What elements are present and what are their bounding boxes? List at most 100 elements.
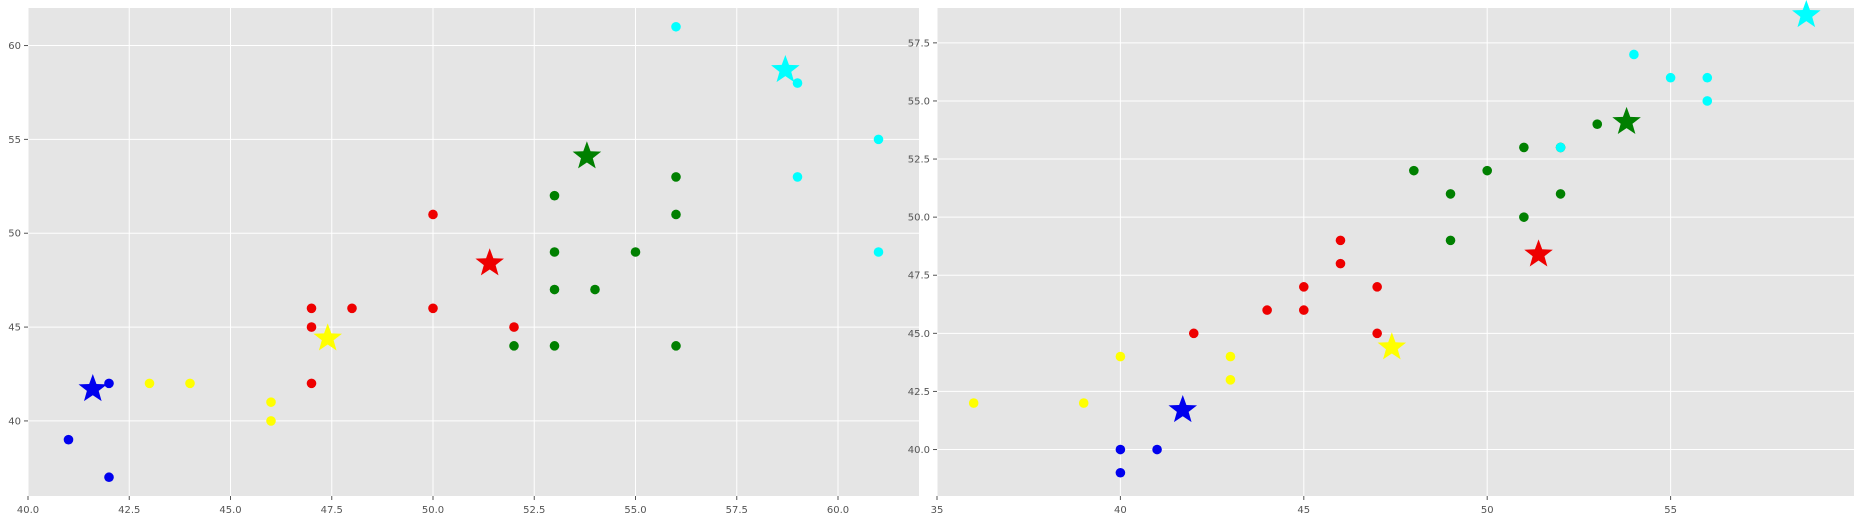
plot-area [28, 8, 919, 496]
x-tick-label: 60.0 [827, 505, 849, 516]
x-tick-label: 50 [1481, 505, 1494, 516]
y-tick-label: 55 [8, 135, 21, 146]
data-point [509, 322, 519, 332]
y-tick-label: 50.0 [908, 213, 930, 224]
data-point [1519, 142, 1529, 153]
y-tick-label: 60 [8, 41, 21, 52]
centroid-star-marker [1377, 332, 1407, 360]
data-point [1225, 375, 1236, 385]
data-point [1262, 305, 1272, 315]
y-tick-label: 40.0 [908, 445, 930, 456]
centroid-star-marker [572, 141, 602, 169]
centroid-star-marker [313, 323, 342, 351]
data-point [549, 284, 560, 295]
x-tick-label: 45 [1297, 505, 1310, 516]
data-point [549, 190, 560, 201]
x-tick-label: 52.5 [523, 505, 545, 516]
data-point [1335, 258, 1346, 269]
data-point [873, 134, 884, 145]
data-point [306, 322, 317, 332]
data-point [1702, 96, 1713, 106]
data-point [671, 21, 681, 32]
data-point [1115, 351, 1126, 362]
data-point [968, 398, 979, 408]
y-tick-label: 47.5 [908, 271, 930, 282]
data-point [104, 378, 114, 389]
centroid-star-marker [1524, 239, 1553, 267]
x-tick-label: 40 [1114, 505, 1127, 516]
y-tick-label: 55.0 [908, 96, 930, 107]
data-point [104, 472, 114, 483]
centroid-star-marker [78, 374, 108, 402]
y-tick-label: 45.0 [908, 329, 930, 340]
centroid-star-marker [1168, 395, 1198, 423]
data-point [1702, 72, 1713, 83]
data-point [306, 303, 317, 314]
data-point [266, 416, 276, 426]
data-point [1335, 235, 1346, 246]
data-point [1225, 351, 1236, 362]
x-tick-label: 35 [931, 505, 944, 516]
data-point [509, 341, 519, 351]
data-point [1188, 328, 1199, 339]
y-tick-label: 40 [8, 416, 21, 427]
data-point [1555, 142, 1566, 153]
x-tick-label: 45.0 [219, 505, 241, 516]
data-point [671, 172, 681, 182]
x-tick-label: 50.0 [422, 505, 444, 516]
y-tick-label: 52.5 [908, 155, 930, 166]
data-point [1372, 328, 1382, 339]
data-point [185, 378, 195, 389]
data-point [549, 341, 560, 351]
centroid-star-marker [771, 54, 800, 83]
data-point [1519, 212, 1529, 222]
data-point [1409, 165, 1419, 176]
data-point [1445, 189, 1456, 199]
x-tick-label: 47.5 [321, 505, 343, 516]
x-tick-label: 42.5 [118, 505, 140, 516]
centroid-star-marker [1792, 0, 1821, 28]
data-point [873, 247, 884, 257]
data-point [1115, 467, 1126, 478]
data-point [1445, 235, 1456, 246]
centroid-star-marker [1612, 106, 1641, 134]
data-point [671, 341, 681, 351]
data-point [347, 303, 357, 314]
data-point [306, 378, 317, 389]
x-tick-label: 55.0 [624, 505, 646, 516]
data-point [792, 172, 803, 182]
y-tick-label: 50 [8, 229, 21, 240]
data-point [144, 378, 155, 389]
data-point [63, 434, 74, 445]
data-point [266, 397, 276, 407]
y-tick-label: 45 [8, 323, 21, 334]
data-point [792, 78, 803, 88]
data-point [1629, 49, 1639, 60]
data-point [630, 247, 641, 257]
x-tick-label: 40.0 [17, 505, 39, 516]
data-point [590, 284, 600, 295]
right-scatter-panel: 35 40 45 50 55 40.0 42.5 45.0 47.5 50.0 52.5 55.0 57… [908, 0, 1854, 516]
x-tick-label: 57.5 [726, 505, 748, 516]
left-scatter-panel: 40.0 42.5 45.0 47.5 50.0 52.5 55.0 57.5 60.0 40 45… [8, 8, 919, 516]
data-point [1555, 189, 1566, 199]
data-point [1299, 305, 1309, 315]
data-point [549, 247, 560, 257]
data-point [1665, 72, 1676, 83]
centroid-star-marker [475, 248, 504, 276]
data-point [428, 209, 438, 220]
data-point [1592, 119, 1603, 129]
data-point [1482, 165, 1492, 176]
data-point [1078, 398, 1089, 408]
data-point [1372, 282, 1382, 292]
plot-area [937, 8, 1854, 496]
x-tick-label: 55 [1664, 505, 1677, 516]
data-point [1115, 444, 1126, 455]
data-point [1299, 282, 1309, 292]
y-tick-label: 57.5 [908, 38, 930, 49]
y-tick-label: 42.5 [908, 387, 930, 398]
data-point [428, 303, 438, 314]
data-point [671, 209, 681, 220]
data-point [1152, 444, 1162, 455]
